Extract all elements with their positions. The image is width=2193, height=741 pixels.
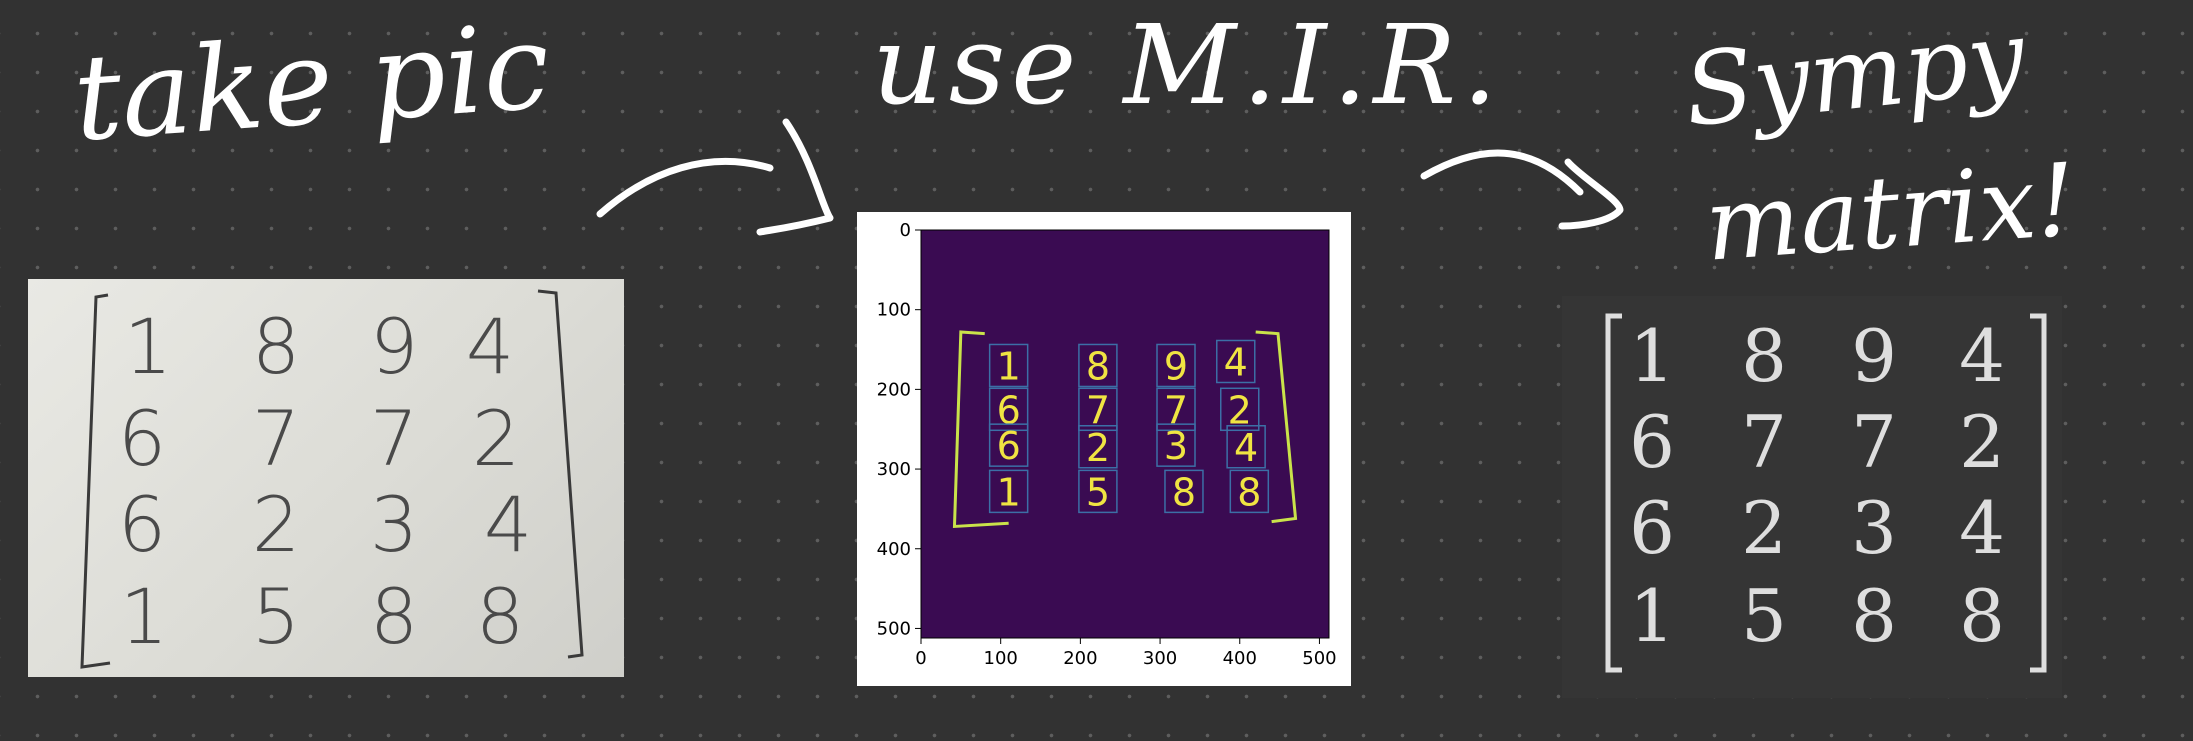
sympy-digit: 9 xyxy=(1851,314,1897,398)
x-tick-label: 500 xyxy=(1302,648,1336,669)
take-pic-label: take pic xyxy=(69,0,554,168)
arrow-2-head xyxy=(1558,158,1624,230)
detected-digit: 1 xyxy=(997,344,1021,388)
detection-box xyxy=(988,387,1029,432)
detection-box xyxy=(988,423,1029,467)
detected-digit: 3 xyxy=(1164,424,1188,468)
use-mir-label: use M.I.R. xyxy=(872,1,1504,129)
y-tick-label: 500 xyxy=(877,618,911,639)
photo-digit: 8 xyxy=(475,572,525,661)
detection-box xyxy=(1156,423,1196,467)
arrow-icon-1 xyxy=(596,118,834,236)
detected-digit: 8 xyxy=(1172,470,1196,514)
sympy-digit: 2 xyxy=(1959,400,2005,484)
sympy-digit: 7 xyxy=(1851,400,1897,484)
sympy-digit: 8 xyxy=(1741,314,1787,398)
photo-digit: 8 xyxy=(369,572,419,661)
detection-box xyxy=(1164,469,1204,514)
detection-box xyxy=(1226,425,1266,469)
photo-digit: 3 xyxy=(369,480,419,569)
detection-box xyxy=(1078,343,1118,388)
sympy-digit: 6 xyxy=(1629,486,1675,570)
detection-box xyxy=(1078,469,1118,514)
detected-digit: 4 xyxy=(1224,340,1248,384)
photo-digit: 6 xyxy=(117,394,167,483)
left-bracket-icon xyxy=(80,293,111,669)
photo-digit: 2 xyxy=(471,394,521,483)
sympy-digit: 2 xyxy=(1741,486,1787,570)
photo-digit: 1 xyxy=(119,572,169,661)
detection-box xyxy=(1229,469,1270,514)
detection-box xyxy=(1156,343,1196,388)
mir-left-bracket-icon xyxy=(952,330,1009,529)
detection-box xyxy=(1216,339,1256,384)
detected-digit: 1 xyxy=(997,470,1021,514)
y-tick-label: 300 xyxy=(877,459,911,480)
x-tick-label: 100 xyxy=(984,648,1018,669)
arrow-1-head xyxy=(756,118,834,236)
photo-digit: 5 xyxy=(251,572,301,661)
sympy-digit: 6 xyxy=(1629,400,1675,484)
sympy-digit: 8 xyxy=(1959,574,2005,658)
matrix-label: matrix! xyxy=(1701,141,2080,284)
detected-digit: 7 xyxy=(1086,388,1110,432)
photo-brackets xyxy=(80,289,584,669)
sympy-digit: 1 xyxy=(1629,314,1675,398)
detected-digit: 6 xyxy=(997,424,1021,468)
detected-digit: 6 xyxy=(997,388,1021,432)
detection-box xyxy=(988,469,1029,514)
sympy-brackets xyxy=(1605,313,2047,673)
y-tick-label: 0 xyxy=(900,220,911,241)
detected-digit: 9 xyxy=(1164,344,1188,388)
detected-digit: 2 xyxy=(1228,388,1252,432)
sympy-label: Sympy xyxy=(1679,0,2030,150)
sympy-digit: 4 xyxy=(1959,486,2005,570)
sympy-digit: 5 xyxy=(1741,574,1787,658)
sympy-digit: 3 xyxy=(1851,486,1897,570)
sympy-right-bracket-icon xyxy=(2030,313,2047,673)
sympy-digit: 7 xyxy=(1741,400,1787,484)
mir-detection-figure: 0 100 200 300 400 500 0 100 200 300 400 500 1 8 9 4 6 7 7 2… xyxy=(857,212,1351,686)
photo-digit: 1 xyxy=(123,302,173,391)
detection-box xyxy=(988,343,1029,388)
sympy-digit: 1 xyxy=(1629,574,1675,658)
detected-digit: 8 xyxy=(1237,470,1261,514)
detected-digit: 4 xyxy=(1234,426,1258,470)
photo-digit: 2 xyxy=(251,480,301,569)
arrow-2-curve xyxy=(1420,149,1584,196)
detected-digit: 8 xyxy=(1086,344,1110,388)
photo-digit: 4 xyxy=(465,302,515,391)
detected-digit: 7 xyxy=(1164,388,1188,432)
photo-digit: 4 xyxy=(483,480,533,569)
x-tick-label: 300 xyxy=(1143,648,1177,669)
right-bracket-icon xyxy=(537,289,584,659)
detection-box xyxy=(1078,387,1118,432)
plot-area xyxy=(920,229,1330,639)
arrow-1-curve xyxy=(596,158,774,218)
sympy-digit: 4 xyxy=(1959,314,2005,398)
arrow-icon-2 xyxy=(1420,149,1624,230)
mir-right-bracket-icon xyxy=(1255,330,1298,524)
x-tick-label: 0 xyxy=(915,648,926,669)
detected-digit: 2 xyxy=(1086,426,1110,470)
y-tick-label: 100 xyxy=(877,300,911,321)
x-tick-label: 200 xyxy=(1063,648,1097,669)
detection-box xyxy=(1078,425,1118,469)
photo-digit: 8 xyxy=(251,302,301,391)
sympy-left-bracket-icon xyxy=(1605,313,1622,673)
photo-digit: 7 xyxy=(251,394,301,483)
photo-digit: 6 xyxy=(117,480,167,569)
detection-box xyxy=(1220,387,1260,432)
y-tick-label: 200 xyxy=(877,379,911,400)
y-tick-label: 400 xyxy=(877,539,911,560)
detected-digit: 5 xyxy=(1086,470,1110,514)
photo-digit: 7 xyxy=(369,394,419,483)
photo-digit: 9 xyxy=(369,302,419,391)
sympy-digit: 8 xyxy=(1851,574,1897,658)
x-tick-label: 400 xyxy=(1223,648,1257,669)
detection-box xyxy=(1156,387,1196,432)
